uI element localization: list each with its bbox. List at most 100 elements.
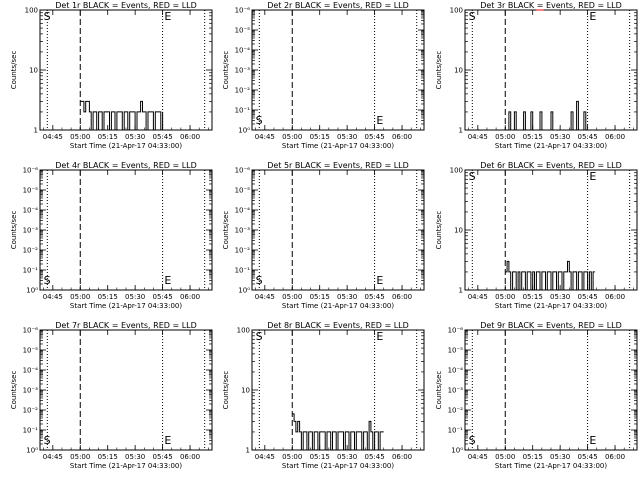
x-tick-label: 05:45 (578, 453, 598, 461)
detector-panel: Det 4r BLACK = Events, RED = LLD 10⁰ 10⁻¹ 1… (10, 161, 213, 310)
detector-panel: Det 6r BLACK = Events, RED = LLD 1 10 100 Co… (435, 161, 638, 310)
y-tick-label: 10⁻⁶ (448, 327, 464, 335)
x-tick-label: 05:15 (98, 453, 118, 461)
x-tick-label: 06:00 (605, 453, 625, 461)
y-tick-label: 10⁻¹ (23, 267, 39, 275)
y-tick-label: 10⁻² (23, 407, 39, 415)
plot-frame (39, 329, 213, 451)
y-tick-label: 100 (450, 7, 463, 15)
x-tick-label: 05:15 (310, 293, 330, 301)
x-tick-label: 04:45 (468, 293, 488, 301)
y-tick-label: 10 (454, 227, 463, 235)
x-tick-label: 04:45 (43, 133, 63, 141)
y-tick-label: 10 (241, 387, 250, 395)
panel-title: Det 8r BLACK = Events, RED = LLD (267, 321, 409, 330)
y-tick-label: 10⁻² (235, 87, 251, 95)
y-tick-label: 10⁻¹ (448, 427, 464, 435)
y-axis-label: Counts/sec (222, 211, 230, 250)
x-tick-label: 04:45 (255, 133, 275, 141)
y-tick-label: 10⁻⁶ (23, 167, 39, 175)
y-tick-label: 10⁻² (235, 247, 251, 255)
x-tick-label: 06:00 (392, 293, 412, 301)
y-tick-label: 10⁻⁵ (448, 347, 464, 355)
end-marker: E (376, 274, 383, 287)
detector-panel: Det 2r BLACK = Events, RED = LLD 10⁰ 10⁻¹ 1… (222, 1, 425, 150)
x-tick-label: 04:45 (255, 293, 275, 301)
x-tick-label: 05:15 (98, 133, 118, 141)
x-tick-label: 04:45 (43, 453, 63, 461)
panel-title: Det 1r BLACK = Events, RED = LLD (55, 1, 197, 10)
x-tick-label: 05:00 (282, 293, 302, 301)
plot-frame (251, 9, 425, 131)
y-tick-label: 10⁻⁴ (235, 207, 251, 215)
panel-title: Det 3r BLACK = Events, RED = LLD (480, 1, 622, 10)
y-tick-label: 10⁻⁴ (235, 47, 251, 55)
y-tick-label: 10⁻³ (448, 387, 464, 395)
x-tick-label: 05:15 (310, 453, 330, 461)
x-tick-label: 05:30 (125, 133, 145, 141)
y-tick-label: 10⁰ (26, 447, 38, 455)
start-marker: S (256, 114, 263, 127)
y-tick-label: 10⁰ (238, 127, 250, 135)
start-marker: S (469, 10, 476, 23)
x-tick-label: 05:00 (495, 453, 515, 461)
y-axis-label: Counts/sec (10, 51, 18, 90)
plot-frame (464, 329, 638, 451)
x-tick-label: 06:00 (605, 133, 625, 141)
end-marker: E (589, 434, 596, 447)
start-marker: S (256, 274, 263, 287)
x-tick-label: 05:45 (365, 133, 385, 141)
x-tick-label: 05:30 (550, 453, 570, 461)
x-tick-label: 05:00 (70, 453, 90, 461)
y-tick-label: 1 (34, 127, 38, 135)
y-tick-label: 10⁰ (238, 287, 250, 295)
y-tick-label: 10⁻¹ (23, 427, 39, 435)
x-tick-label: 05:00 (70, 293, 90, 301)
x-axis-label: Start Time (21-Apr-17 04:33:00) (70, 302, 182, 310)
y-tick-label: 10⁻¹ (235, 267, 251, 275)
y-tick-label: 10⁻⁴ (23, 207, 39, 215)
y-tick-label: 10⁻⁵ (235, 27, 251, 35)
x-axis-label: Start Time (21-Apr-17 04:33:00) (495, 302, 607, 310)
y-axis-label: Counts/sec (10, 371, 18, 410)
y-tick-label: 10⁻⁶ (235, 167, 251, 175)
y-tick-label: 10⁻² (448, 407, 464, 415)
x-tick-label: 05:45 (365, 293, 385, 301)
x-tick-label: 05:30 (337, 133, 357, 141)
y-tick-label: 10⁻⁶ (23, 327, 39, 335)
y-tick-label: 1 (459, 287, 463, 295)
y-axis-label: Counts/sec (222, 371, 230, 410)
y-axis-label: Counts/sec (222, 51, 230, 90)
y-tick-label: 1 (246, 447, 250, 455)
plot-frame (251, 169, 425, 291)
x-tick-label: 05:15 (523, 133, 543, 141)
panel-title: Det 2r BLACK = Events, RED = LLD (267, 1, 409, 10)
x-tick-label: 05:00 (495, 293, 515, 301)
panel-title: Det 5r BLACK = Events, RED = LLD (267, 161, 409, 170)
y-tick-label: 100 (450, 167, 463, 175)
x-tick-label: 05:30 (337, 293, 357, 301)
y-tick-label: 10⁻⁵ (235, 187, 251, 195)
y-tick-label: 10 (454, 67, 463, 75)
x-axis-label: Start Time (21-Apr-17 04:33:00) (495, 142, 607, 150)
x-tick-label: 06:00 (180, 293, 200, 301)
x-tick-label: 05:15 (98, 293, 118, 301)
x-tick-label: 04:45 (468, 133, 488, 141)
x-tick-label: 05:45 (153, 133, 173, 141)
events-series-line (80, 100, 164, 131)
end-marker: E (164, 274, 171, 287)
y-tick-label: 1 (459, 127, 463, 135)
x-tick-label: 05:00 (70, 133, 90, 141)
y-axis-label: Counts/sec (435, 51, 443, 90)
y-tick-label: 10⁰ (451, 447, 463, 455)
x-axis-label: Start Time (21-Apr-17 04:33:00) (282, 302, 394, 310)
x-tick-label: 05:00 (495, 133, 515, 141)
y-axis-label: Counts/sec (435, 211, 443, 250)
y-tick-label: 10 (29, 67, 38, 75)
y-axis-label: Counts/sec (10, 211, 18, 250)
x-tick-label: 05:00 (282, 133, 302, 141)
y-tick-label: 10⁻³ (235, 67, 251, 75)
x-axis-label: Start Time (21-Apr-17 04:33:00) (495, 462, 607, 470)
end-marker: E (589, 10, 596, 23)
x-tick-label: 04:45 (255, 453, 275, 461)
